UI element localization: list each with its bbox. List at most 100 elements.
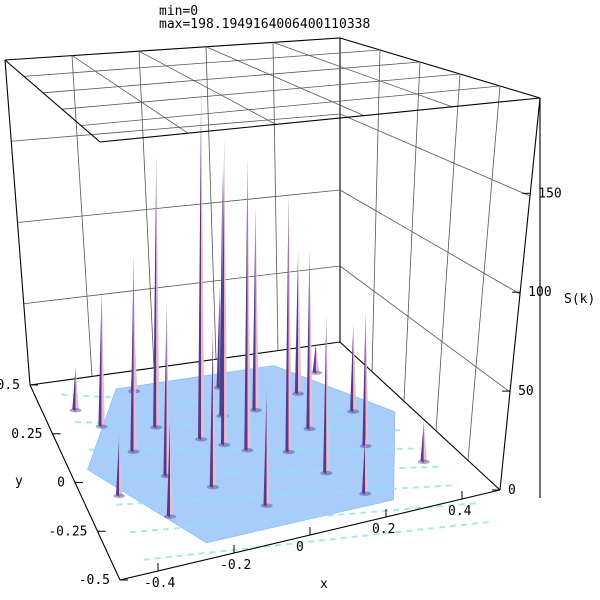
- surface-ridge: [102, 465, 439, 479]
- peak-spike: [417, 421, 430, 465]
- peak-spike-face: [156, 156, 160, 429]
- peak-spike-shadow: [163, 302, 167, 478]
- box-top-front-left-edge: [4, 59, 101, 143]
- peak-base: [164, 514, 176, 519]
- peak-spike-shadow: [312, 342, 316, 374]
- peak-spike-face: [353, 323, 357, 413]
- peak-base: [417, 459, 430, 465]
- peak-spike-face: [119, 436, 123, 497]
- peak-spike-shadow: [220, 139, 225, 446]
- min-label: min=0: [159, 4, 198, 19]
- peak-base: [359, 491, 372, 496]
- y-tick-label: 0.5: [0, 378, 20, 393]
- peak-spike-shadow: [294, 250, 299, 395]
- axis-ticks: -0.4 -0.2 0 0.2 0.4 0.5 0.25 0 -0.25 -0.5 0 50 100 15…: [0, 186, 562, 591]
- grid-line-top: [272, 42, 453, 108]
- peak-spike-shadow: [323, 314, 327, 475]
- peak-base: [249, 408, 262, 413]
- peak-spike: [150, 156, 163, 430]
- peak-base: [282, 449, 295, 455]
- grid-line-right-vertical: [467, 85, 501, 461]
- peak-spike-face: [201, 86, 205, 441]
- box-top-front-right-edge: [99, 97, 541, 143]
- x-tick-label: 0.2: [372, 522, 395, 537]
- x-tick-label: 0: [296, 540, 304, 555]
- peak-spike-face: [247, 159, 251, 452]
- peak-spike-face: [170, 421, 174, 518]
- peak-spike-face: [212, 327, 217, 489]
- peak-spike-shadow: [130, 254, 134, 453]
- peak-spike-face: [101, 290, 105, 428]
- grid-line-back-left-vertical: [71, 55, 93, 377]
- peak-spike-face: [75, 367, 79, 412]
- peak-spike-shadow: [198, 86, 202, 441]
- peak-spike-face: [423, 421, 427, 463]
- peak-spike-face: [309, 249, 313, 430]
- peak-spike: [195, 86, 208, 442]
- peak-spike-face: [365, 436, 369, 495]
- peak-spike-face: [298, 250, 302, 395]
- peak-spike: [241, 159, 254, 453]
- max-label: max=198.1949164006400110338: [159, 17, 370, 32]
- grid-line-right: [339, 189, 521, 295]
- x-tick-label: 0.4: [448, 504, 472, 519]
- peak-spike-shadow: [306, 249, 310, 430]
- peak-spike-shadow: [209, 327, 213, 489]
- peak-spike-shadow: [219, 170, 223, 417]
- grid-line-back-left: [23, 265, 341, 305]
- box-right-front-edge: [499, 97, 541, 491]
- peak-spike-shadow: [72, 367, 76, 412]
- peak-base: [292, 391, 305, 396]
- peak-spike-face: [326, 314, 330, 475]
- peak-spike-face: [365, 311, 369, 448]
- peak-base: [260, 503, 273, 508]
- peak-spike-face: [133, 254, 137, 453]
- grid-line-top: [23, 49, 381, 77]
- peak-spike-shadow: [361, 436, 366, 495]
- peak-spike-face: [266, 388, 270, 507]
- grid-line-top: [205, 46, 365, 116]
- grid-line-right-vertical: [403, 61, 421, 402]
- peak-spike: [303, 249, 316, 432]
- peak-spike-shadow: [362, 311, 366, 448]
- peak-base: [303, 426, 316, 432]
- z-tick-label: 0: [508, 483, 516, 498]
- z-tick-label: 100: [528, 285, 551, 300]
- peak-spike: [282, 192, 295, 455]
- peak-spike: [359, 436, 372, 496]
- peak-spike-shadow: [263, 388, 267, 507]
- peak-spike-shadow: [216, 286, 220, 389]
- z-axis-label: S(k): [564, 292, 595, 307]
- grid-line-top: [80, 85, 501, 126]
- peak-spike: [260, 388, 273, 508]
- peak-base: [195, 437, 208, 442]
- grid-lines: [11, 42, 531, 461]
- x-axis-label: x: [320, 577, 328, 592]
- peak-base: [309, 370, 322, 375]
- x-tick-label: -0.4: [144, 576, 175, 591]
- peak-spike: [347, 323, 360, 414]
- y-tick-label: -0.5: [79, 573, 110, 588]
- peak-spike-shadow: [166, 421, 170, 518]
- peak-spike: [164, 421, 176, 519]
- grid-line-top: [61, 73, 461, 110]
- surface-base: [87, 365, 396, 544]
- peak-spike-shadow: [350, 323, 354, 413]
- peak-spike-face: [288, 192, 292, 453]
- peak-spike: [127, 254, 140, 454]
- grid-line-right-vertical: [371, 49, 381, 372]
- peak-spike: [69, 367, 82, 413]
- peak-spike: [249, 206, 262, 413]
- z-tick-label: 150: [538, 186, 561, 201]
- y-tick-label: -0.25: [48, 524, 87, 539]
- grid-line-back-left-vertical: [138, 51, 155, 368]
- peak-spike-face: [166, 302, 170, 478]
- peak-spike: [95, 290, 108, 429]
- grid-line-right: [339, 265, 511, 393]
- peak-base: [150, 425, 163, 430]
- peak-base: [95, 424, 108, 429]
- surface: [61, 365, 495, 561]
- grid-line-top: [71, 55, 189, 134]
- peak-spike-shadow: [98, 290, 102, 428]
